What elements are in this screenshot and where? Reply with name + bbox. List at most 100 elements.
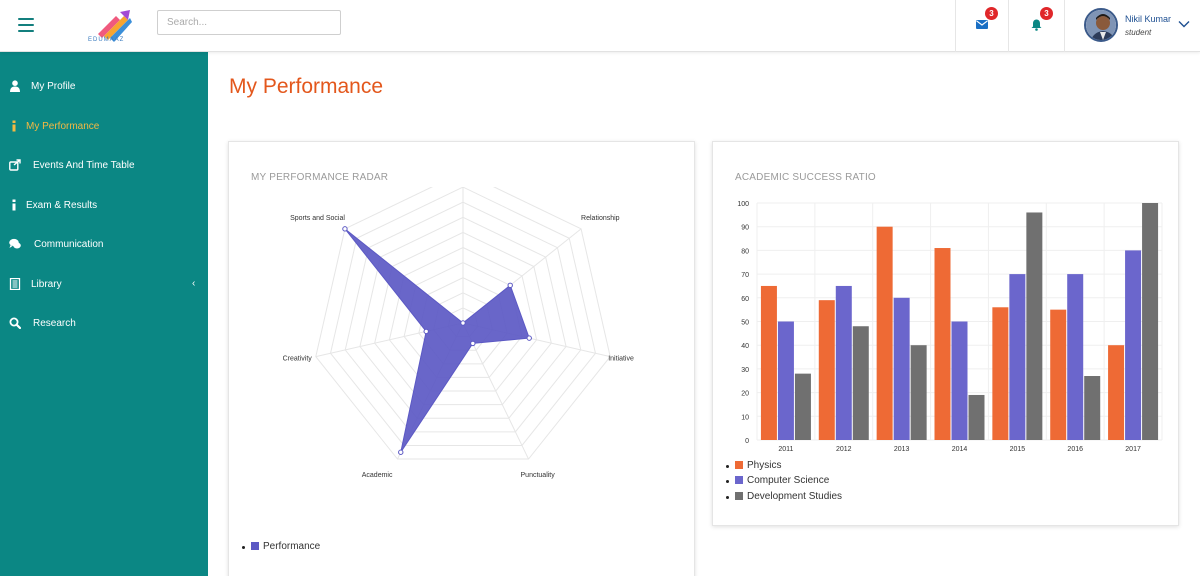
- sidebar-item-label: My Performance: [26, 121, 100, 132]
- divider: [955, 0, 956, 52]
- bar-development-studies-2017[interactable]: [1142, 203, 1159, 440]
- y-tick-label: 80: [741, 248, 749, 255]
- user-name: Nikil Kumar: [1125, 14, 1172, 24]
- brand-logo[interactable]: [86, 8, 140, 46]
- divider: [1008, 0, 1009, 52]
- x-tick-label: 2017: [1125, 446, 1141, 453]
- radar-point[interactable]: [342, 226, 348, 232]
- mail-button[interactable]: 3: [976, 7, 998, 32]
- y-tick-label: 50: [741, 320, 749, 327]
- x-tick-label: 2014: [952, 446, 968, 453]
- legend-bullet: [726, 496, 729, 499]
- radar-chart-title: MY PERFORMANCE RADAR: [251, 172, 389, 183]
- bar-chart: 0 10 20 30 40 50 60 70 80 90 100 2011 2012 2013 2014 20…: [737, 201, 1163, 453]
- y-tick-label: 100: [737, 201, 749, 208]
- x-tick-label: 2016: [1067, 446, 1083, 453]
- bar-computer-science-2011[interactable]: [777, 321, 794, 441]
- sidebar: My Profile My Performance Events And Tim…: [0, 52, 208, 576]
- bar-computer-science-2012[interactable]: [835, 285, 852, 440]
- sidebar-item-library[interactable]: Library ‹: [0, 266, 208, 305]
- legend-bullet: [726, 480, 729, 483]
- radar-point[interactable]: [423, 328, 429, 335]
- y-tick-label: 60: [741, 296, 749, 303]
- bar-development-studies-2013[interactable]: [910, 345, 927, 440]
- sidebar-item-communication[interactable]: Communication: [0, 226, 208, 265]
- bar-physics-2012[interactable]: [818, 300, 835, 440]
- legend-label-physics[interactable]: Physics: [747, 460, 782, 471]
- legend-label-computer-science[interactable]: Computer Science: [747, 475, 830, 486]
- y-tick-label: 90: [741, 225, 749, 232]
- sidebar-item-label: Library: [31, 279, 62, 290]
- legend-swatch-computer-science: [735, 476, 743, 484]
- bar-physics-2011[interactable]: [760, 285, 777, 440]
- legend-label-performance[interactable]: Performance: [263, 541, 321, 552]
- y-tick-label: 10: [741, 414, 749, 421]
- user-role: student: [1125, 28, 1152, 37]
- radar-grid-ring: [315, 187, 611, 460]
- bar-development-studies-2014[interactable]: [968, 394, 985, 440]
- sidebar-item-my-performance[interactable]: My Performance: [0, 108, 208, 147]
- radar-series-performance[interactable]: [344, 228, 530, 453]
- sidebar-item-label: Events And Time Table: [33, 160, 135, 171]
- bar-physics-2014[interactable]: [934, 248, 951, 440]
- radar-axis-label: Initiative: [608, 356, 634, 363]
- mail-count-badge: 3: [985, 7, 998, 20]
- sidebar-item-my-profile[interactable]: My Profile: [0, 68, 208, 107]
- avatar[interactable]: [1084, 8, 1118, 42]
- legend-swatch-physics: [735, 461, 743, 469]
- radar-grid-ring: [359, 216, 567, 419]
- x-tick-label: 2013: [894, 446, 910, 453]
- radar-chart: AttitudeRelationshipInitiativePunctualit…: [283, 187, 634, 479]
- sidebar-item-research[interactable]: Research: [0, 305, 208, 344]
- legend-bullet: [242, 546, 245, 549]
- bar-development-studies-2016[interactable]: [1084, 376, 1101, 440]
- menu-toggle-icon[interactable]: [18, 18, 34, 32]
- sidebar-item-events-time-table[interactable]: Events And Time Table: [0, 147, 208, 186]
- user-icon: [10, 80, 20, 92]
- radar-chart-card: MY PERFORMANCE RADAR AttitudeRelationshi…: [228, 141, 695, 576]
- logo-text: EDUMAAZ: [88, 37, 125, 43]
- radar-axis-label: Sports and Social: [290, 215, 345, 222]
- bar-computer-science-2016[interactable]: [1067, 274, 1084, 440]
- chevron-down-icon[interactable]: [1178, 19, 1190, 29]
- y-tick-label: 20: [741, 391, 749, 398]
- sidebar-item-label: Communication: [34, 239, 104, 250]
- bar-development-studies-2015[interactable]: [1026, 212, 1043, 440]
- x-tick-label: 2015: [1010, 446, 1026, 453]
- chevron-left-icon: ‹: [192, 278, 196, 289]
- bar-physics-2013[interactable]: [876, 226, 893, 440]
- radar-point[interactable]: [470, 340, 476, 347]
- top-bar: EDUMAAZ 3 3 Nikil Kumar student: [0, 0, 1200, 52]
- radar-point[interactable]: [460, 320, 466, 326]
- notification-count-badge: 3: [1040, 7, 1053, 20]
- bar-computer-science-2015[interactable]: [1009, 274, 1026, 440]
- page-title: My Performance: [229, 75, 384, 98]
- bar-physics-2015[interactable]: [992, 307, 1009, 440]
- y-tick-label: 70: [741, 272, 749, 279]
- legend-label-development-studies[interactable]: Development Studies: [747, 491, 843, 502]
- y-tick-label: 30: [741, 367, 749, 374]
- chat-icon: [9, 238, 21, 249]
- y-tick-label: 40: [741, 343, 749, 350]
- legend-swatch-performance: [251, 542, 259, 550]
- bar-development-studies-2011[interactable]: [794, 373, 811, 440]
- legend-bullet: [726, 465, 729, 468]
- bar-development-studies-2012[interactable]: [852, 326, 869, 440]
- notification-button[interactable]: 3: [1031, 7, 1053, 32]
- radar-point[interactable]: [398, 449, 404, 455]
- radar-axis-label: Relationship: [581, 215, 620, 222]
- info-icon: [12, 199, 16, 211]
- bar-computer-science-2014[interactable]: [951, 321, 968, 441]
- bar-physics-2017[interactable]: [1108, 345, 1125, 440]
- radar-axis-label: Creativity: [283, 356, 313, 363]
- bar-computer-science-2013[interactable]: [893, 297, 910, 440]
- sidebar-item-exam-results[interactable]: Exam & Results: [0, 187, 208, 226]
- radar-point[interactable]: [507, 282, 513, 289]
- radar-axis-label: Academic: [362, 472, 393, 479]
- radar-grid-ring: [344, 201, 582, 433]
- bar-chart-title: ACADEMIC SUCCESS RATIO: [735, 172, 876, 183]
- bar-physics-2016[interactable]: [1050, 309, 1067, 440]
- bar-computer-science-2017[interactable]: [1125, 250, 1142, 440]
- radar-point[interactable]: [526, 335, 532, 341]
- search-input[interactable]: [157, 10, 341, 35]
